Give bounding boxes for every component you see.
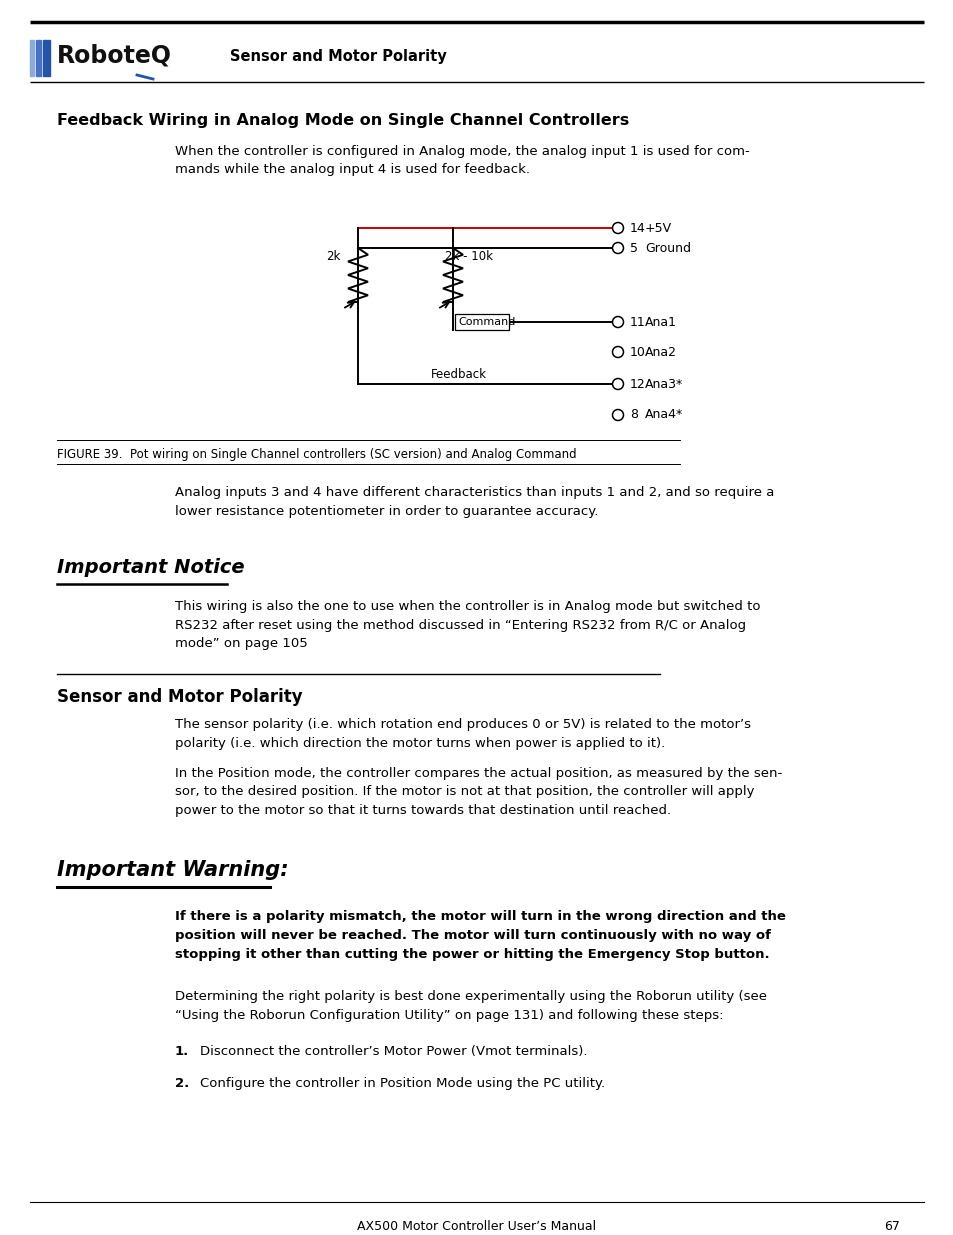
Text: +5V: +5V xyxy=(644,221,672,235)
Circle shape xyxy=(612,242,623,253)
Text: Ground: Ground xyxy=(644,242,690,254)
Circle shape xyxy=(612,316,623,327)
Text: Configure the controller in Position Mode using the PC utility.: Configure the controller in Position Mod… xyxy=(200,1077,604,1091)
Text: 11: 11 xyxy=(629,315,645,329)
Text: When the controller is configured in Analog mode, the analog input 1 is used for: When the controller is configured in Ana… xyxy=(174,144,749,177)
Text: 67: 67 xyxy=(883,1220,899,1233)
Bar xyxy=(36,40,41,77)
Text: If there is a polarity mismatch, the motor will turn in the wrong direction and : If there is a polarity mismatch, the mot… xyxy=(174,910,785,961)
Text: 8: 8 xyxy=(629,409,638,421)
Text: Feedback: Feedback xyxy=(431,368,486,382)
Text: Sensor and Motor Polarity: Sensor and Motor Polarity xyxy=(230,48,446,63)
Circle shape xyxy=(612,222,623,233)
Text: Feedback Wiring in Analog Mode on Single Channel Controllers: Feedback Wiring in Analog Mode on Single… xyxy=(57,112,629,128)
Text: The sensor polarity (i.e. which rotation end produces 0 or 5V) is related to the: The sensor polarity (i.e. which rotation… xyxy=(174,718,750,750)
Text: AX500 Motor Controller User’s Manual: AX500 Motor Controller User’s Manual xyxy=(357,1220,596,1233)
Text: Determining the right polarity is best done experimentally using the Roborun uti: Determining the right polarity is best d… xyxy=(174,990,766,1021)
Text: 1.: 1. xyxy=(174,1045,189,1058)
Text: Command: Command xyxy=(457,317,515,327)
Text: 2.: 2. xyxy=(174,1077,189,1091)
Text: 2k - 10k: 2k - 10k xyxy=(444,249,493,263)
Text: Ana4*: Ana4* xyxy=(644,409,682,421)
Text: Disconnect the controller’s Motor Power (Vmot terminals).: Disconnect the controller’s Motor Power … xyxy=(200,1045,587,1058)
Text: Ana1: Ana1 xyxy=(644,315,677,329)
Bar xyxy=(30,40,34,77)
Text: FIGURE 39.  Pot wiring on Single Channel controllers (SC version) and Analog Com: FIGURE 39. Pot wiring on Single Channel … xyxy=(57,448,576,461)
Bar xyxy=(43,40,50,77)
FancyBboxPatch shape xyxy=(455,314,509,330)
Text: Analog inputs 3 and 4 have different characteristics than inputs 1 and 2, and so: Analog inputs 3 and 4 have different cha… xyxy=(174,487,774,517)
Text: RoboteQ: RoboteQ xyxy=(57,44,172,68)
Circle shape xyxy=(612,347,623,357)
Circle shape xyxy=(612,378,623,389)
Text: Important Warning:: Important Warning: xyxy=(57,860,289,881)
Text: 12: 12 xyxy=(629,378,645,390)
Text: Important Notice: Important Notice xyxy=(57,558,244,577)
Text: 5: 5 xyxy=(629,242,638,254)
Text: Ana3*: Ana3* xyxy=(644,378,682,390)
Text: In the Position mode, the controller compares the actual position, as measured b: In the Position mode, the controller com… xyxy=(174,767,781,818)
Text: This wiring is also the one to use when the controller is in Analog mode but swi: This wiring is also the one to use when … xyxy=(174,600,760,650)
Text: Sensor and Motor Polarity: Sensor and Motor Polarity xyxy=(57,688,302,706)
Text: 2k: 2k xyxy=(326,249,340,263)
Text: 14: 14 xyxy=(629,221,645,235)
Text: 10: 10 xyxy=(629,346,645,358)
Text: Ana2: Ana2 xyxy=(644,346,677,358)
Circle shape xyxy=(612,410,623,420)
